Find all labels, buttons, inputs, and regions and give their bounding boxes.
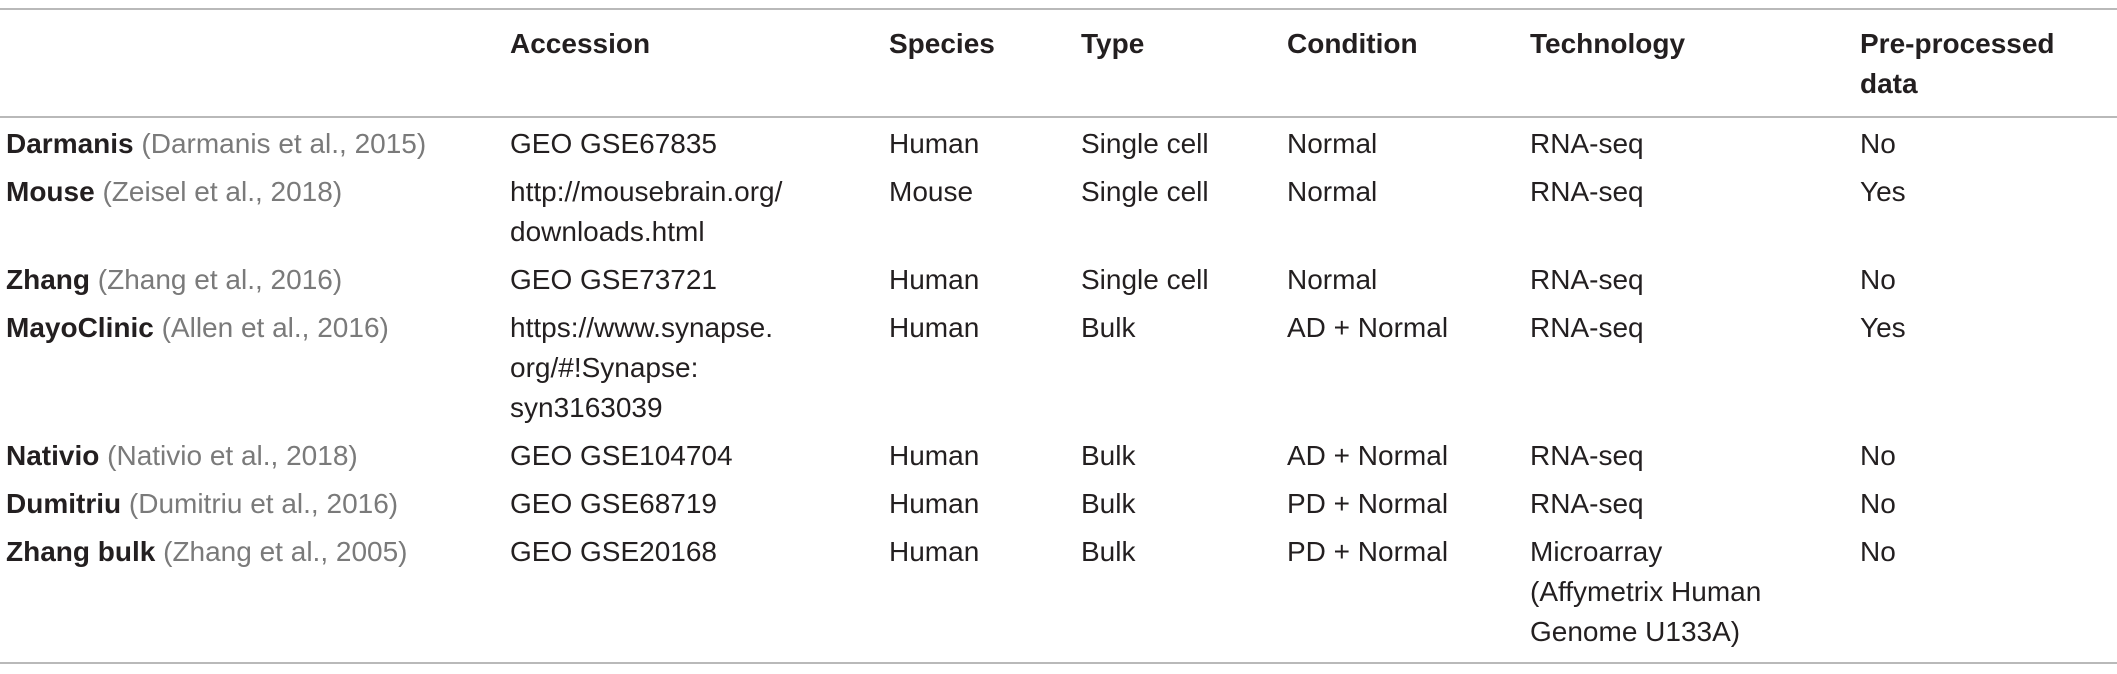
- technology-cell: Microarray (Affymetrix Human Genome U133…: [1530, 536, 1762, 647]
- dataset-name: Mouse: [6, 176, 95, 207]
- dataset-name: Nativio: [6, 440, 100, 471]
- dataset-cell: Zhang (Zhang et al., 2016): [0, 260, 510, 308]
- citation-open-paren: (: [99, 440, 117, 471]
- type-cell: Single cell: [1081, 128, 1209, 159]
- citation-close-paren: ): [416, 128, 427, 159]
- citation-open-paren: (: [90, 264, 108, 295]
- technology-cell: RNA-seq: [1530, 264, 1644, 295]
- citation-open-paren: (: [94, 176, 112, 207]
- type-cell: Bulk: [1081, 536, 1136, 567]
- type-cell: Bulk: [1081, 312, 1136, 343]
- citation-close-paren: ): [398, 536, 408, 567]
- dataset-citation[interactable]: Zhang et al., 2016: [107, 264, 333, 295]
- preprocessed-cell: No: [1860, 128, 1896, 159]
- header-species: Species: [889, 28, 995, 59]
- table-row: Dumitriu (Dumitriu et al., 2016) GEO GSE6…: [0, 484, 2117, 532]
- dataset-citation[interactable]: Zeisel et al., 2018: [111, 176, 333, 207]
- technology-cell: RNA-seq: [1530, 176, 1644, 207]
- citation-close-paren: ): [348, 440, 358, 471]
- dataset-cell: Dumitriu (Dumitriu et al., 2016): [0, 484, 510, 532]
- technology-cell: RNA-seq: [1530, 128, 1644, 159]
- accession-cell: GEO GSE67835: [510, 128, 718, 159]
- condition-cell: PD + Normal: [1287, 488, 1449, 519]
- header-preprocessed: Pre-processed data: [1860, 28, 2055, 99]
- condition-cell: Normal: [1287, 128, 1378, 159]
- table-row: Mouse (Zeisel et al., 2018) http://mouseb…: [0, 172, 2117, 260]
- dataset-cell: MayoClinic (Allen et al., 2016): [0, 308, 510, 436]
- dataset-citation[interactable]: Darmanis et al., 2015: [150, 128, 417, 159]
- species-cell: Human: [889, 264, 980, 295]
- table-row: Zhang bulk (Zhang et al., 2005) GEO GSE20…: [0, 532, 2117, 663]
- table-row: MayoClinic (Allen et al., 2016) https://w…: [0, 308, 2117, 436]
- citation-close-paren: ): [332, 264, 343, 295]
- citation-open-paren: (: [153, 312, 171, 343]
- header-technology: Technology: [1530, 28, 1686, 59]
- condition-cell: AD + Normal: [1287, 440, 1449, 471]
- preprocessed-cell: No: [1860, 488, 1896, 519]
- header-accession: Accession: [510, 28, 651, 59]
- accession-cell: GEO GSE104704: [510, 440, 733, 471]
- accession-cell[interactable]: https://www.synapse. org/#!Synapse: syn3…: [510, 312, 774, 423]
- citation-close-paren: ): [332, 176, 343, 207]
- condition-cell: Normal: [1287, 176, 1378, 207]
- technology-cell: RNA-seq: [1530, 440, 1644, 471]
- dataset-name: Zhang: [6, 264, 90, 295]
- type-cell: Single cell: [1081, 176, 1209, 207]
- citation-close-paren: ): [379, 312, 389, 343]
- dataset-cell: Nativio (Nativio et al., 2018): [0, 436, 510, 484]
- header-dataset: [0, 9, 510, 117]
- species-cell: Human: [889, 440, 980, 471]
- citation-close-paren: ): [388, 488, 399, 519]
- citation-open-paren: (: [133, 128, 151, 159]
- citation-open-paren: (: [155, 536, 173, 567]
- dataset-citation[interactable]: Nativio et al., 2018: [116, 440, 349, 471]
- species-cell: Human: [889, 128, 980, 159]
- species-cell: Human: [889, 536, 980, 567]
- dataset-table: Accession Species Type Condition Technol…: [0, 8, 2117, 664]
- accession-cell[interactable]: http://mousebrain.org/ downloads.html: [510, 176, 783, 247]
- accession-cell: GEO GSE73721: [510, 264, 718, 295]
- preprocessed-cell: Yes: [1860, 312, 1906, 343]
- dataset-cell: Zhang bulk (Zhang et al., 2005): [0, 532, 510, 663]
- preprocessed-cell: No: [1860, 536, 1896, 567]
- type-cell: Bulk: [1081, 488, 1136, 519]
- species-cell: Mouse: [889, 176, 974, 207]
- condition-cell: Normal: [1287, 264, 1378, 295]
- accession-cell: GEO GSE20168: [510, 536, 718, 567]
- dataset-cell: Darmanis (Darmanis et al., 2015): [0, 117, 510, 172]
- technology-cell: RNA-seq: [1530, 488, 1644, 519]
- dataset-citation[interactable]: Allen et al., 2016: [170, 312, 380, 343]
- preprocessed-cell: No: [1860, 440, 1896, 471]
- accession-cell: GEO GSE68719: [510, 488, 718, 519]
- preprocessed-cell: Yes: [1860, 176, 1906, 207]
- header-condition: Condition: [1287, 28, 1418, 59]
- table-row: Darmanis (Darmanis et al., 2015) GEO GSE6…: [0, 117, 2117, 172]
- condition-cell: PD + Normal: [1287, 536, 1449, 567]
- header-type: Type: [1081, 28, 1145, 59]
- table-row: Zhang (Zhang et al., 2016) GEO GSE73721 Hu…: [0, 260, 2117, 308]
- table-row: Nativio (Nativio et al., 2018) GEO GSE104…: [0, 436, 2117, 484]
- technology-cell: RNA-seq: [1530, 312, 1644, 343]
- species-cell: Human: [889, 488, 980, 519]
- dataset-cell: Mouse (Zeisel et al., 2018): [0, 172, 510, 260]
- dataset-name: MayoClinic: [6, 312, 154, 343]
- dataset-name: Dumitriu: [6, 488, 122, 519]
- species-cell: Human: [889, 312, 980, 343]
- dataset-citation[interactable]: Dumitriu et al., 2016: [138, 488, 389, 519]
- preprocessed-cell: No: [1860, 264, 1896, 295]
- condition-cell: AD + Normal: [1287, 312, 1449, 343]
- dataset-name: Zhang bulk: [6, 536, 156, 567]
- table-header-row: Accession Species Type Condition Technol…: [0, 9, 2117, 117]
- dataset-citation[interactable]: Zhang et al., 2005: [172, 536, 399, 567]
- type-cell: Single cell: [1081, 264, 1209, 295]
- citation-open-paren: (: [121, 488, 139, 519]
- type-cell: Bulk: [1081, 440, 1136, 471]
- dataset-name: Darmanis: [6, 128, 134, 159]
